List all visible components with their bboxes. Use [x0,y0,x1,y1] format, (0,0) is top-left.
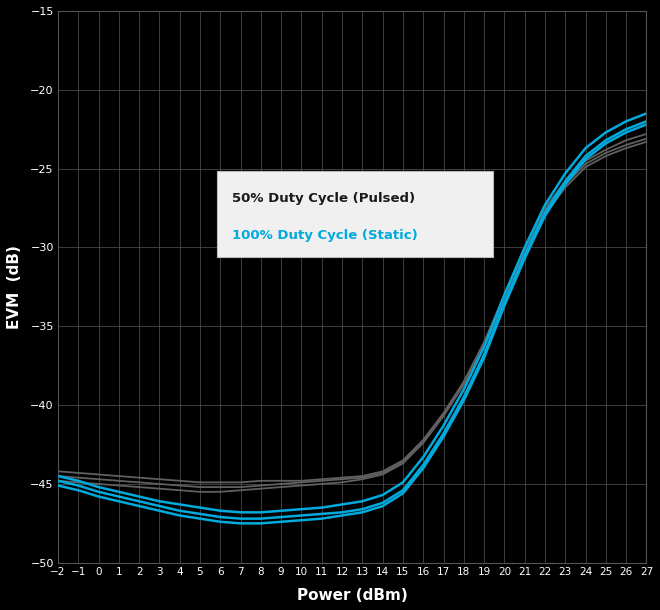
X-axis label: Power (dBm): Power (dBm) [297,588,408,603]
Text: 50% Duty Cycle (Pulsed): 50% Duty Cycle (Pulsed) [232,192,414,205]
Y-axis label: EVM  (dB): EVM (dB) [7,245,22,329]
Text: 100% Duty Cycle (Static): 100% Duty Cycle (Static) [232,229,417,242]
FancyBboxPatch shape [217,171,494,257]
